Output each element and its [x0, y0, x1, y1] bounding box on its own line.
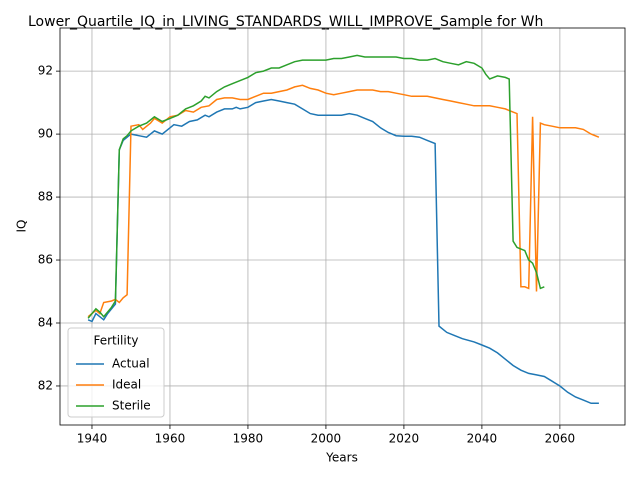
y-tick-label: 88: [38, 190, 53, 204]
line-series: [87, 54, 545, 319]
x-tick-label: 2060: [545, 432, 576, 446]
y-tick-label: 90: [38, 127, 53, 141]
y-tick-label: 84: [38, 315, 53, 329]
legend-label: Ideal: [112, 378, 141, 392]
x-axis-label: Years: [325, 451, 358, 465]
legend-label: Sterile: [112, 399, 151, 413]
x-tick-label: 1980: [233, 432, 264, 446]
line-series: [87, 84, 600, 318]
y-tick-label: 82: [38, 378, 53, 392]
plot-frame: [59, 27, 626, 426]
line-series: [87, 98, 599, 405]
y-axis-label: IQ: [15, 220, 29, 233]
legend-box: [67, 327, 165, 418]
x-tick-label: 1940: [77, 432, 108, 446]
x-tick-label: 2000: [311, 432, 342, 446]
x-tick-label: 2040: [467, 432, 498, 446]
y-tick-label: 86: [38, 253, 53, 267]
chart-title: Lower_Quartile_IQ_in_LIVING_STANDARDS_WI…: [28, 14, 543, 30]
x-tick-label: 2020: [389, 432, 420, 446]
legend-title: Fertility: [93, 334, 138, 348]
legend-label: Actual: [112, 357, 150, 371]
y-tick-label: 92: [38, 64, 53, 78]
x-tick-label: 1960: [155, 432, 186, 446]
